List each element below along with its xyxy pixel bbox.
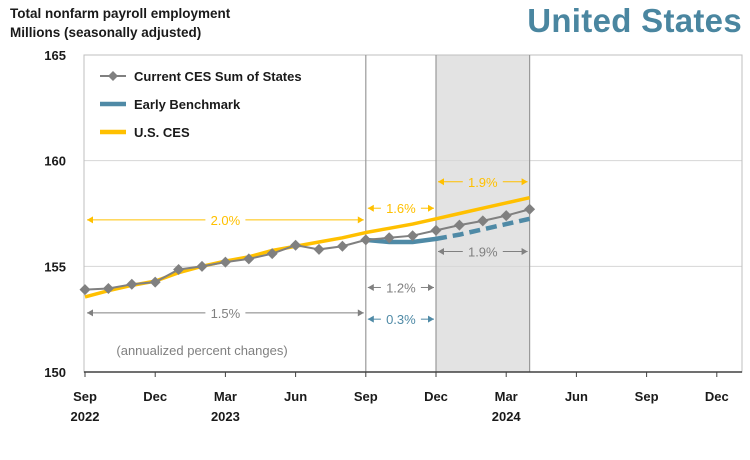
point-marker (336, 240, 348, 252)
annotation-arrow-right (428, 204, 434, 212)
annotation-label: 2.0% (211, 213, 241, 228)
x-tick-year: 2024 (492, 409, 522, 424)
annotation-arrow-right (521, 178, 528, 186)
point-marker (290, 239, 302, 251)
y-tick-label: 150 (44, 365, 66, 380)
point-marker (430, 224, 442, 236)
chart-subtitle-block: Total nonfarm payroll employment Million… (10, 4, 230, 42)
annotation-label: 1.9% (468, 245, 498, 260)
y-tick-label: 155 (44, 259, 66, 274)
point-marker (173, 264, 185, 276)
annotation-label: 1.6% (386, 201, 416, 216)
point-marker (383, 232, 395, 244)
x-tick-label: Mar (214, 389, 237, 404)
annotation-arrow-left (87, 216, 93, 224)
subtitle-line-1: Total nonfarm payroll employment (10, 6, 231, 21)
point-marker (453, 219, 465, 231)
annotation-arrow-left (367, 315, 374, 323)
chart-note: (annualized percent changes) (116, 343, 287, 358)
annotation-arrow-right (521, 248, 528, 256)
annotation-arrow-right (357, 309, 364, 317)
x-tick-label: Jun (284, 389, 307, 404)
annotation-arrow-left (87, 309, 93, 317)
subtitle-line-2: Millions (seasonally adjusted) (10, 25, 202, 40)
x-tick-label: Dec (705, 389, 729, 404)
legend-label: Early Benchmark (134, 97, 241, 112)
annotation-label: 1.9% (468, 175, 498, 190)
annotation-arrow-left (367, 283, 374, 291)
point-marker (524, 203, 536, 215)
point-marker (477, 215, 489, 227)
y-tick-label: 160 (44, 154, 66, 169)
x-tick-year: 2023 (211, 409, 240, 424)
legend-label: Current CES Sum of States (134, 69, 302, 84)
series-line-early-benchmark (363, 236, 439, 245)
point-marker (149, 276, 161, 288)
point-marker (126, 278, 138, 290)
annotation-arrow-left (438, 248, 444, 256)
annotation-label: 1.2% (386, 280, 416, 295)
y-tick-label: 165 (44, 48, 66, 63)
point-marker (243, 253, 255, 265)
x-tick-label: Sep (73, 389, 97, 404)
annotation-arrow-right (428, 283, 434, 291)
point-marker (500, 210, 512, 222)
legend-label: U.S. CES (134, 125, 190, 140)
point-marker (102, 283, 114, 295)
point-marker (360, 234, 372, 246)
legend-swatch-marker (108, 71, 118, 81)
point-marker (79, 284, 91, 296)
x-tick-label: Sep (635, 389, 659, 404)
x-tick-year: 2022 (71, 409, 100, 424)
point-marker (266, 248, 278, 260)
point-marker (196, 260, 208, 272)
point-marker (407, 230, 419, 242)
point-marker (313, 243, 325, 255)
x-tick-label: Dec (143, 389, 167, 404)
chart-title: United States (527, 2, 742, 39)
annotation-arrow-left (367, 204, 374, 212)
annotation-arrow-right (357, 216, 364, 224)
x-tick-label: Sep (354, 389, 378, 404)
annotation-label: 1.5% (211, 306, 241, 321)
x-tick-label: Mar (495, 389, 518, 404)
annotation-arrow-left (438, 178, 444, 186)
x-tick-label: Dec (424, 389, 448, 404)
x-tick-label: Jun (565, 389, 588, 404)
annotation-arrow-right (428, 315, 434, 323)
annotation-label: 0.3% (386, 312, 416, 327)
point-marker (219, 256, 231, 268)
